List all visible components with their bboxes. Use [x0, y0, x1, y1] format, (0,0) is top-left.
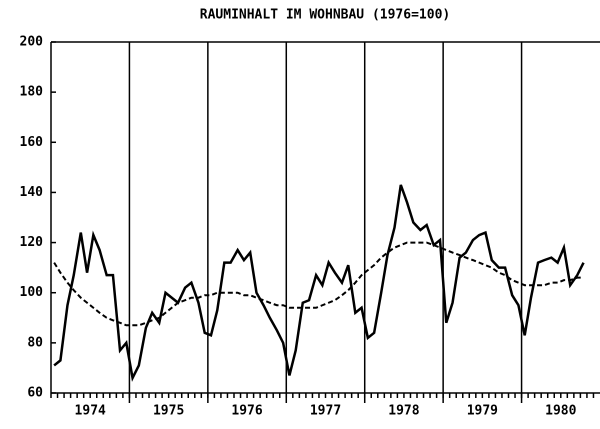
y-tick-label: 140 [20, 185, 44, 200]
y-tick-label: 160 [20, 135, 44, 150]
x-tick-label: 1980 [545, 404, 576, 419]
chart-title: RAUMINHALT IM WOHNBAU (1976=100) [200, 8, 450, 23]
y-tick-label: 80 [27, 335, 43, 350]
x-tick-label: 1977 [310, 404, 341, 419]
x-tick-label: 1976 [231, 404, 262, 419]
series-line [53, 184, 585, 382]
y-tick-label: 200 [20, 35, 44, 50]
y-tick-label: 120 [20, 235, 44, 250]
y-tick-label: 60 [27, 386, 43, 401]
series-line [53, 241, 584, 327]
x-tick-label: 1975 [153, 404, 184, 419]
x-tick-label: 1979 [467, 404, 498, 419]
x-tick-label: 1974 [75, 404, 106, 419]
x-tick-label: 1978 [388, 404, 419, 419]
y-tick-label: 180 [20, 85, 44, 100]
y-tick-label: 100 [20, 285, 44, 300]
